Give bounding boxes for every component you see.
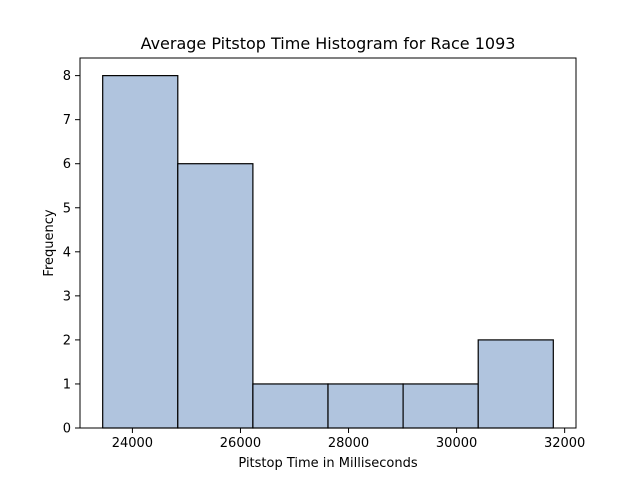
y-axis-title: Frequency [42, 209, 57, 276]
y-tick-label: 7 [63, 113, 71, 128]
y-tick-label: 4 [63, 245, 71, 260]
x-axis-title: Pitstop Time in Milliseconds [238, 456, 417, 471]
y-tick-label: 0 [63, 422, 71, 437]
x-tick-label: 32000 [544, 436, 585, 451]
x-tick-label: 24000 [112, 436, 153, 451]
x-tick-label: 30000 [436, 436, 477, 451]
histogram-bar-2 [177, 163, 254, 429]
y-tick-label: 6 [63, 157, 71, 172]
plot-frame [79, 57, 577, 429]
x-tick-label: 26000 [220, 436, 261, 451]
histogram-bar-4 [327, 383, 404, 429]
histogram-bar-5 [402, 383, 479, 429]
y-tick-label: 3 [63, 289, 71, 304]
histogram-bar-1 [102, 75, 179, 429]
y-tick-label: 5 [63, 201, 71, 216]
y-tick-label: 2 [63, 333, 71, 348]
y-axis-ticks: 0 1 2 3 4 5 6 7 8 [63, 69, 80, 437]
x-axis-ticks: 24000 26000 28000 30000 32000 [112, 428, 585, 451]
histogram-bars [102, 75, 554, 429]
y-tick-label: 8 [63, 69, 71, 84]
histogram-bar-3 [252, 383, 329, 429]
histogram-bar-6 [477, 339, 554, 429]
x-tick-label: 28000 [328, 436, 369, 451]
y-tick-label: 1 [63, 377, 71, 392]
chart-title: Average Pitstop Time Histogram for Race … [141, 34, 516, 53]
